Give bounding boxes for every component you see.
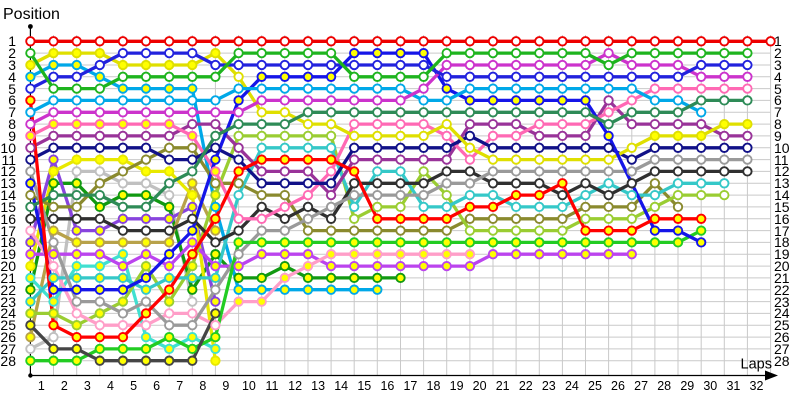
svg-text:22: 22 bbox=[519, 379, 533, 393]
svg-text:11: 11 bbox=[1, 152, 16, 168]
svg-text:13: 13 bbox=[774, 175, 790, 191]
svg-text:17: 17 bbox=[403, 379, 417, 393]
svg-text:2: 2 bbox=[61, 379, 68, 393]
svg-text:4: 4 bbox=[8, 69, 16, 85]
svg-text:7: 7 bbox=[8, 104, 16, 120]
svg-text:10: 10 bbox=[774, 140, 790, 156]
svg-text:9: 9 bbox=[8, 128, 16, 144]
svg-text:1: 1 bbox=[774, 33, 782, 49]
svg-text:28: 28 bbox=[0, 353, 16, 369]
svg-text:12: 12 bbox=[0, 163, 16, 179]
svg-text:15: 15 bbox=[774, 199, 790, 215]
svg-text:7: 7 bbox=[176, 379, 183, 393]
svg-text:23: 23 bbox=[774, 294, 790, 310]
svg-text:21: 21 bbox=[0, 270, 16, 286]
svg-text:10: 10 bbox=[0, 140, 16, 156]
svg-text:2: 2 bbox=[774, 45, 782, 61]
svg-text:7: 7 bbox=[774, 104, 782, 120]
svg-text:16: 16 bbox=[0, 211, 16, 227]
svg-text:24: 24 bbox=[774, 305, 790, 321]
svg-text:4: 4 bbox=[107, 379, 114, 393]
svg-text:22: 22 bbox=[0, 282, 16, 298]
svg-text:32: 32 bbox=[750, 379, 764, 393]
svg-text:6: 6 bbox=[774, 92, 782, 108]
svg-text:15: 15 bbox=[0, 199, 16, 215]
svg-text:30: 30 bbox=[703, 379, 717, 393]
svg-text:21: 21 bbox=[496, 379, 510, 393]
svg-text:20: 20 bbox=[473, 379, 487, 393]
svg-text:5: 5 bbox=[8, 81, 16, 97]
svg-text:16: 16 bbox=[774, 211, 790, 227]
svg-text:26: 26 bbox=[611, 379, 625, 393]
svg-text:20: 20 bbox=[0, 258, 16, 274]
svg-text:19: 19 bbox=[0, 246, 16, 262]
svg-text:22: 22 bbox=[774, 282, 790, 298]
svg-text:26: 26 bbox=[774, 329, 790, 345]
svg-text:24: 24 bbox=[565, 379, 579, 393]
svg-text:8: 8 bbox=[199, 379, 206, 393]
svg-text:25: 25 bbox=[774, 317, 790, 333]
svg-text:8: 8 bbox=[774, 116, 782, 132]
svg-text:3: 3 bbox=[774, 57, 782, 73]
svg-text:4: 4 bbox=[774, 69, 782, 85]
svg-text:27: 27 bbox=[0, 341, 16, 357]
svg-text:17: 17 bbox=[774, 223, 790, 239]
svg-text:28: 28 bbox=[657, 379, 671, 393]
svg-text:5: 5 bbox=[774, 81, 782, 97]
svg-text:16: 16 bbox=[380, 379, 394, 393]
svg-text:5: 5 bbox=[130, 379, 137, 393]
svg-text:13: 13 bbox=[311, 379, 325, 393]
svg-text:11: 11 bbox=[266, 379, 279, 393]
svg-text:9: 9 bbox=[774, 128, 782, 144]
svg-text:29: 29 bbox=[680, 379, 694, 393]
svg-text:19: 19 bbox=[450, 379, 464, 393]
svg-text:18: 18 bbox=[427, 379, 441, 393]
svg-text:8: 8 bbox=[8, 116, 16, 132]
svg-text:15: 15 bbox=[357, 379, 371, 393]
svg-text:3: 3 bbox=[8, 57, 16, 73]
svg-text:26: 26 bbox=[0, 329, 16, 345]
svg-text:Laps: Laps bbox=[741, 357, 772, 373]
svg-text:Position: Position bbox=[3, 6, 60, 23]
svg-text:10: 10 bbox=[242, 379, 256, 393]
svg-text:28: 28 bbox=[774, 353, 790, 369]
svg-text:6: 6 bbox=[153, 379, 160, 393]
svg-text:24: 24 bbox=[0, 305, 16, 321]
svg-text:14: 14 bbox=[774, 187, 790, 203]
svg-text:18: 18 bbox=[774, 234, 790, 250]
svg-text:14: 14 bbox=[334, 379, 348, 393]
svg-text:27: 27 bbox=[634, 379, 648, 393]
svg-text:11: 11 bbox=[774, 152, 789, 168]
svg-text:27: 27 bbox=[774, 341, 790, 357]
svg-text:2: 2 bbox=[8, 45, 16, 61]
svg-text:20: 20 bbox=[774, 258, 790, 274]
svg-text:12: 12 bbox=[288, 379, 302, 393]
svg-text:1: 1 bbox=[8, 33, 16, 49]
svg-text:23: 23 bbox=[0, 294, 16, 310]
svg-text:31: 31 bbox=[726, 379, 740, 393]
svg-text:21: 21 bbox=[774, 270, 790, 286]
svg-text:12: 12 bbox=[774, 163, 790, 179]
svg-text:9: 9 bbox=[222, 379, 229, 393]
svg-text:19: 19 bbox=[774, 246, 790, 262]
svg-text:17: 17 bbox=[0, 223, 16, 239]
svg-text:13: 13 bbox=[0, 175, 16, 191]
svg-text:18: 18 bbox=[0, 234, 16, 250]
svg-text:25: 25 bbox=[0, 317, 16, 333]
svg-text:6: 6 bbox=[8, 92, 16, 108]
svg-text:1: 1 bbox=[38, 379, 45, 393]
svg-text:25: 25 bbox=[588, 379, 602, 393]
svg-text:23: 23 bbox=[542, 379, 556, 393]
svg-text:14: 14 bbox=[0, 187, 16, 203]
svg-text:3: 3 bbox=[84, 379, 91, 393]
